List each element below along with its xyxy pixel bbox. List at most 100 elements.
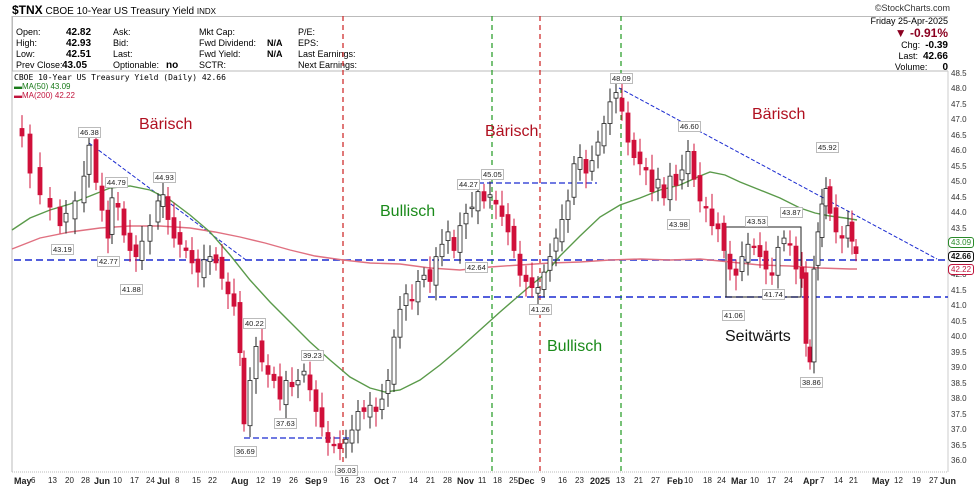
copyright: ©StockCharts.com (874, 3, 950, 13)
swing-price-label: 41.06 (722, 310, 745, 321)
value-prev-close: 43.05 (62, 60, 88, 71)
swing-price-label: 44.79 (105, 177, 128, 188)
x-tick: 18 (703, 476, 712, 485)
ma200-swatch-icon: ▬ (14, 91, 22, 100)
x-tick: 13 (616, 476, 625, 485)
x-tick: 9 (323, 476, 328, 485)
y-tick: 38.0 (951, 394, 967, 404)
percent-change: ▼ -0.91% (894, 26, 948, 40)
info-col-2: Ask: Bid: Last: Optionable: no (113, 27, 178, 71)
swing-price-label: 37.63 (274, 418, 297, 429)
label-eps: EPS: (298, 38, 319, 48)
value-optionable: no (166, 60, 179, 71)
swing-price-label: 46.38 (78, 127, 101, 138)
swing-price-label: 42.64 (465, 262, 488, 273)
swing-price-label: 39.23 (301, 350, 324, 361)
swing-price-label: 41.26 (529, 304, 552, 315)
x-tick: 23 (356, 476, 365, 485)
x-tick: Apr (803, 476, 819, 486)
swing-price-label: 43.87 (780, 207, 803, 218)
label-optionable: Optionable: (113, 60, 160, 70)
swing-price-label: 36.03 (335, 465, 358, 476)
downtrend-line-2025 (618, 87, 938, 260)
x-tick: 9 (541, 476, 546, 485)
label-sctr: SCTR: (199, 60, 226, 70)
x-tick: 21 (849, 476, 858, 485)
x-tick: 24 (717, 476, 726, 485)
x-tick: 22 (208, 476, 217, 485)
regime-annotation: Bullisch (380, 203, 436, 220)
x-tick: Mar (731, 476, 748, 486)
y-tick: 36.0 (951, 456, 967, 465)
y-axis-badge: 42.66 (948, 251, 975, 262)
value-volume: 0 (942, 62, 948, 73)
x-tick: 24 (784, 476, 793, 485)
regime-annotation: Bullisch (547, 338, 603, 355)
y-tick: 44.0 (951, 208, 967, 218)
label-low: Low: (16, 49, 36, 59)
info-panel: Open: 42.82 High: 42.93 Low: 42.51 Prev Clo… (12, 16, 948, 71)
x-tick: 28 (443, 476, 452, 485)
y-tick: 47.0 (951, 115, 967, 125)
label-volume: Volume: (894, 62, 928, 72)
swing-price-label: 42.77 (97, 256, 120, 267)
label-high: High: (16, 38, 38, 48)
y-tick: 37.5 (951, 409, 967, 419)
swing-price-label: 45.05 (481, 169, 504, 180)
label-ask: Ask: (113, 27, 131, 37)
swing-price-label: 45.92 (816, 142, 839, 153)
x-tick: 13 (48, 476, 57, 485)
label-chg: Chg: (901, 40, 921, 50)
x-tick: 8 (175, 476, 180, 485)
regime-annotation: Bärisch (752, 106, 806, 123)
x-tick: Feb (667, 476, 684, 486)
x-tick: Sep (305, 476, 322, 486)
y-tick: 40.5 (951, 316, 967, 326)
x-tick: Aug (231, 476, 249, 486)
regime-annotation: Seitwärts (725, 328, 791, 345)
swing-price-label: 38.86 (800, 377, 823, 388)
swing-price-label: 41.74 (762, 289, 785, 300)
y-tick: 46.5 (951, 130, 967, 140)
instrument-name: CBOE 10-Year US Treasury Yield (45, 6, 195, 17)
x-tick: 17 (130, 476, 139, 485)
x-tick: Jun (94, 476, 111, 486)
label-prev-close: Prev Close: (16, 60, 63, 70)
y-tick: 37.0 (951, 425, 967, 435)
x-tick: Dec (518, 476, 535, 486)
x-tick: 7 (392, 476, 397, 485)
value-open: 42.82 (66, 27, 92, 38)
x-tick: 14 (834, 476, 843, 485)
label-last: Last: (113, 49, 133, 59)
value-high: 42.93 (66, 38, 92, 49)
x-tick: 21 (634, 476, 643, 485)
y-tick: 44.5 (951, 192, 967, 202)
y-tick: 45.0 (951, 177, 967, 187)
regime-annotation: Bärisch (139, 116, 193, 133)
legend-main: CBOE 10-Year US Treasury Yield (Daily) 4… (14, 73, 226, 82)
regime-annotation: Bärisch (485, 123, 539, 140)
x-tick: 7 (820, 476, 825, 485)
x-tick: 18 (493, 476, 502, 485)
x-tick: 21 (426, 476, 435, 485)
swing-price-label: 41.88 (120, 284, 143, 295)
exchange: INDX (196, 7, 216, 16)
y-tick: 36.5 (951, 440, 967, 450)
x-tick: 27 (651, 476, 660, 485)
x-tick: May (14, 476, 32, 486)
chart-legend: CBOE 10-Year US Treasury Yield (Daily) 4… (14, 73, 226, 100)
x-tick: 10 (684, 476, 693, 485)
y-tick: 48.0 (951, 84, 967, 94)
x-tick: 24 (146, 476, 155, 485)
x-tick: 2025 (590, 476, 611, 486)
swing-price-label: 46.60 (678, 121, 701, 132)
y-tick: 43.5 (951, 223, 967, 233)
swing-price-label: 44.93 (153, 172, 176, 183)
x-tick: 16 (558, 476, 567, 485)
x-tick: 27 (929, 476, 938, 485)
y-tick: 39.0 (951, 363, 967, 373)
value-low: 42.51 (66, 49, 92, 60)
quote-date: Friday 25-Apr-2025 (870, 16, 948, 26)
y-axis-badge: 43.09 (948, 237, 975, 248)
